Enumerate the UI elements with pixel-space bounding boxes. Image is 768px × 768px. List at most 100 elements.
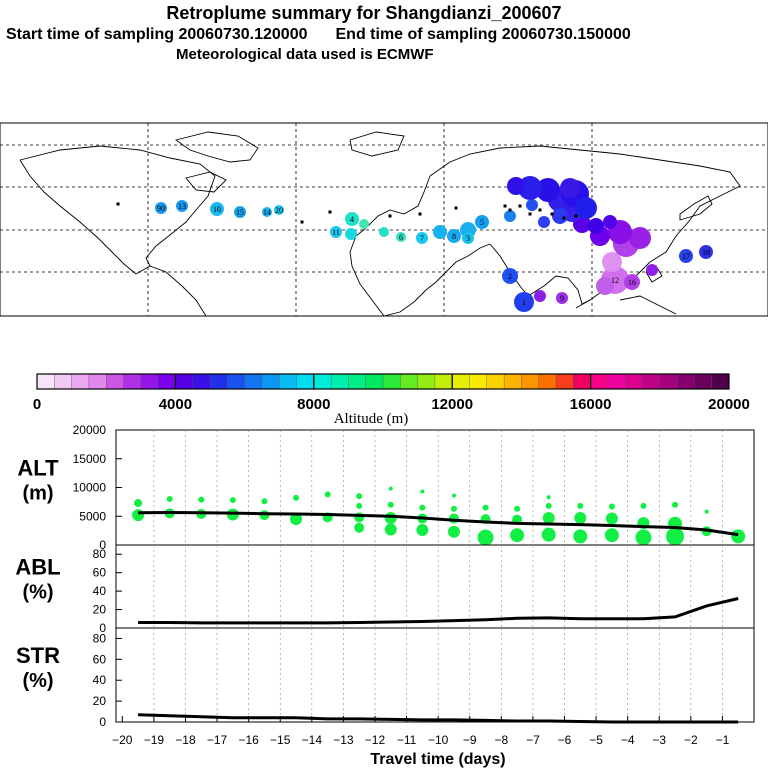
y-tick-label: 0 <box>99 538 106 552</box>
plume-cluster <box>210 202 224 216</box>
altitude-point <box>541 527 556 542</box>
altitude-point <box>261 498 268 505</box>
colorbar-tick-label: 16000 <box>570 396 612 413</box>
cluster-label: 14 <box>263 208 271 217</box>
colorbar-cell <box>36 373 55 390</box>
cluster-label: 20 <box>275 206 283 215</box>
plume-point <box>503 204 507 208</box>
x-tick-label: −18 <box>175 733 196 747</box>
cluster-label: 10 <box>213 205 221 214</box>
plume-cluster <box>447 229 461 243</box>
plume-cluster <box>475 215 489 229</box>
altitude-point <box>324 491 331 498</box>
colorbar-cell <box>140 373 159 390</box>
y-axis-label: STR <box>16 643 60 668</box>
colorbar-cell <box>330 373 349 390</box>
colorbar-cell <box>521 373 540 390</box>
plume-cluster <box>274 205 284 215</box>
plume-cluster <box>345 212 359 226</box>
colorbar-cell <box>313 373 332 390</box>
x-tick-label: −2 <box>684 733 698 747</box>
cluster-label: 3 <box>466 234 470 243</box>
panel-abl: 80 60 40 20 0 ABL(%) <box>15 544 755 635</box>
altitude-point <box>510 528 525 543</box>
plume-cluster <box>502 268 518 284</box>
colorbar-cell <box>192 373 211 390</box>
altitude-point <box>546 495 551 500</box>
cluster-label: 16 <box>628 278 636 287</box>
cluster-label: 7 <box>420 234 424 243</box>
plume-cluster <box>588 218 604 234</box>
x-tick-label: −4 <box>621 733 635 747</box>
y-axis-label: ALT <box>17 456 59 481</box>
cluster-label: 18 <box>702 248 710 257</box>
y-tick-label: 80 <box>93 631 107 645</box>
y-tick-label: 5000 <box>79 509 106 523</box>
y-axis-unit: (%) <box>22 582 53 604</box>
chart-title: Retroplume summary for Shangdianzi_20060… <box>166 3 562 23</box>
y-axis-unit: (m) <box>22 483 53 505</box>
colorbar-cell <box>244 373 263 390</box>
altitude-point <box>354 522 365 533</box>
cluster-label: 11 <box>332 228 340 237</box>
colorbar-cell <box>555 373 574 390</box>
plume-cluster <box>155 202 167 214</box>
time-series-panels: 20000150001000050000ALT(m)806040200ABL(%… <box>15 423 755 747</box>
colorbar-cell <box>157 373 176 390</box>
colorbar-label: Altitude (m) <box>334 411 409 427</box>
colorbar-cell <box>452 373 471 390</box>
altitude-point <box>573 529 588 544</box>
cluster-label: 2 <box>508 272 512 281</box>
altitude-point <box>574 511 587 524</box>
plume-cluster <box>359 219 369 229</box>
cluster-label: 17 <box>682 252 690 261</box>
x-axis-title: Travel time (days) <box>370 751 505 768</box>
altitude-point <box>577 502 584 509</box>
x-tick-label: −1 <box>716 733 730 747</box>
plume-cluster <box>624 274 640 290</box>
colorbar-cell <box>607 373 626 390</box>
cluster-label: 15 <box>236 208 244 217</box>
plume-cluster <box>552 208 568 224</box>
x-tick-label: −20 <box>112 733 133 747</box>
y-tick-label: 15000 <box>73 452 107 466</box>
plume-cluster <box>262 207 272 217</box>
x-tick-label: −7 <box>526 733 540 747</box>
colorbar-tick-label: 0 <box>33 396 41 413</box>
plume-cluster <box>575 197 597 219</box>
plume-cluster <box>526 199 538 211</box>
colorbar-cell <box>105 373 124 390</box>
colorbar-cell <box>486 373 505 390</box>
altitude-point <box>293 494 300 501</box>
colorbar-tick-label: 12000 <box>431 396 473 413</box>
colorbar-cell <box>676 373 695 390</box>
x-tick-label: −5 <box>589 733 603 747</box>
cluster-label: 90 <box>157 204 165 213</box>
altitude-point <box>450 505 457 512</box>
plume-cluster <box>176 200 188 212</box>
altitude-colorbar: 0 4000 8000 12000 16000 20000 Altitude (m) <box>33 373 750 427</box>
altitude-point <box>672 501 679 508</box>
plume-point <box>574 214 578 218</box>
altitude-point <box>384 523 397 536</box>
y-tick-label: 20 <box>93 694 107 708</box>
plume-cluster <box>514 292 534 312</box>
altitude-point <box>731 529 746 544</box>
altitude-point <box>605 512 618 525</box>
altitude-point <box>608 503 615 510</box>
colorbar-cell <box>642 373 661 390</box>
colorbar-cell <box>71 373 90 390</box>
colorbar-cell <box>365 373 384 390</box>
altitude-point <box>635 529 652 546</box>
plume-cluster <box>699 245 713 259</box>
cluster-label: 1 <box>522 298 526 307</box>
cluster-label: 5 <box>480 218 484 227</box>
plume-cluster <box>629 227 651 249</box>
plume-cluster <box>602 252 622 272</box>
plume-cluster <box>534 290 546 302</box>
plume-cluster <box>679 249 693 263</box>
colorbar-cell <box>434 373 453 390</box>
x-tick-label: −16 <box>238 733 259 747</box>
altitude-point <box>482 504 489 511</box>
